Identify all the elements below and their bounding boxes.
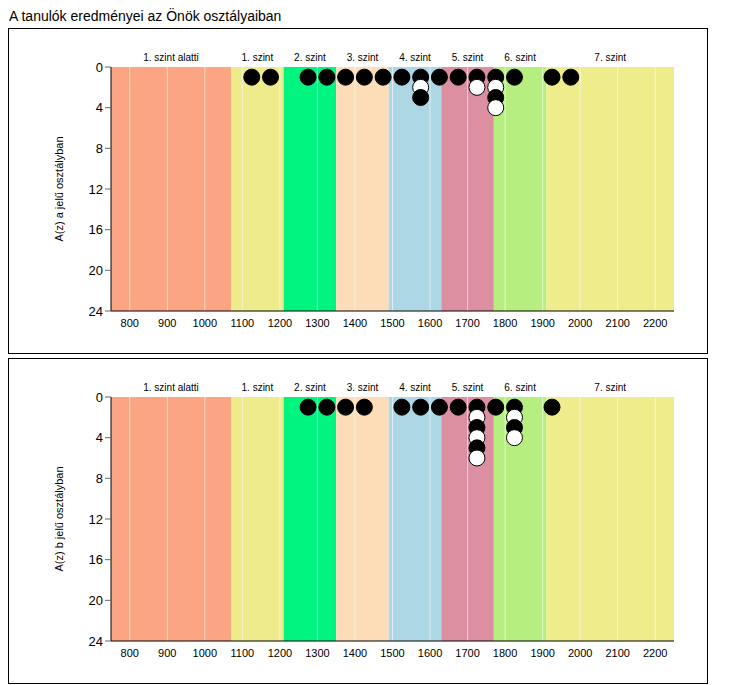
svg-text:1600: 1600 — [418, 647, 442, 659]
svg-text:2100: 2100 — [605, 317, 629, 329]
svg-text:4: 4 — [96, 430, 103, 445]
svg-text:8: 8 — [96, 471, 103, 486]
svg-text:2000: 2000 — [568, 647, 592, 659]
svg-text:4. szint: 4. szint — [399, 52, 431, 63]
svg-text:1800: 1800 — [493, 317, 517, 329]
svg-text:8: 8 — [96, 141, 103, 156]
svg-text:900: 900 — [158, 647, 176, 659]
svg-text:1500: 1500 — [380, 647, 404, 659]
svg-text:2000: 2000 — [568, 317, 592, 329]
svg-text:1. szint alatti: 1. szint alatti — [143, 382, 199, 393]
svg-text:24: 24 — [89, 304, 103, 319]
svg-text:3. szint: 3. szint — [347, 382, 379, 393]
svg-text:A(z) a jelű osztályban: A(z) a jelű osztályban — [53, 136, 65, 241]
svg-text:16: 16 — [89, 552, 103, 567]
svg-text:2200: 2200 — [643, 317, 667, 329]
svg-text:2200: 2200 — [643, 647, 667, 659]
svg-text:4. szint: 4. szint — [399, 382, 431, 393]
svg-text:1. szint alatti: 1. szint alatti — [143, 52, 199, 63]
svg-text:5. szint: 5. szint — [452, 52, 484, 63]
svg-text:1900: 1900 — [530, 317, 554, 329]
svg-text:1500: 1500 — [380, 317, 404, 329]
svg-text:12: 12 — [89, 512, 103, 527]
svg-text:6. szint: 6. szint — [504, 52, 536, 63]
svg-text:1400: 1400 — [343, 647, 367, 659]
svg-text:6. szint: 6. szint — [504, 382, 536, 393]
svg-text:2100: 2100 — [605, 647, 629, 659]
svg-text:1600: 1600 — [418, 317, 442, 329]
svg-text:1100: 1100 — [231, 317, 255, 329]
svg-text:2. szint: 2. szint — [294, 52, 326, 63]
svg-text:900: 900 — [158, 317, 176, 329]
svg-text:1000: 1000 — [193, 647, 217, 659]
svg-text:24: 24 — [89, 634, 103, 649]
svg-text:20: 20 — [89, 593, 103, 608]
svg-text:5. szint: 5. szint — [452, 382, 484, 393]
svg-text:1300: 1300 — [305, 317, 329, 329]
svg-text:1900: 1900 — [530, 647, 554, 659]
svg-text:1700: 1700 — [455, 317, 479, 329]
html-text:A tanulók eredményei az Önök o: A tanulók eredményei az Önök osztályaiba… — [9, 8, 282, 24]
svg-text:1800: 1800 — [493, 647, 517, 659]
svg-text:0: 0 — [96, 60, 103, 75]
svg-text:1. szint: 1. szint — [242, 382, 274, 393]
svg-text:800: 800 — [121, 647, 139, 659]
svg-text:16: 16 — [89, 222, 103, 237]
svg-text:4: 4 — [96, 100, 103, 115]
svg-text:7. szint: 7. szint — [594, 52, 626, 63]
svg-text:7. szint: 7. szint — [594, 382, 626, 393]
svg-text:1200: 1200 — [268, 317, 292, 329]
svg-text:1100: 1100 — [231, 647, 255, 659]
svg-text:2. szint: 2. szint — [294, 382, 326, 393]
svg-text:800: 800 — [121, 317, 139, 329]
svg-text:0: 0 — [96, 390, 103, 405]
svg-text:1000: 1000 — [193, 317, 217, 329]
svg-text:1300: 1300 — [305, 647, 329, 659]
svg-text:1200: 1200 — [268, 647, 292, 659]
svg-text:20: 20 — [89, 263, 103, 278]
svg-text:12: 12 — [89, 182, 103, 197]
svg-text:3. szint: 3. szint — [347, 52, 379, 63]
svg-text:A(z) b jelű osztályban: A(z) b jelű osztályban — [53, 466, 65, 571]
svg-text:1400: 1400 — [343, 317, 367, 329]
svg-text:1700: 1700 — [455, 647, 479, 659]
svg-text:1. szint: 1. szint — [242, 52, 274, 63]
